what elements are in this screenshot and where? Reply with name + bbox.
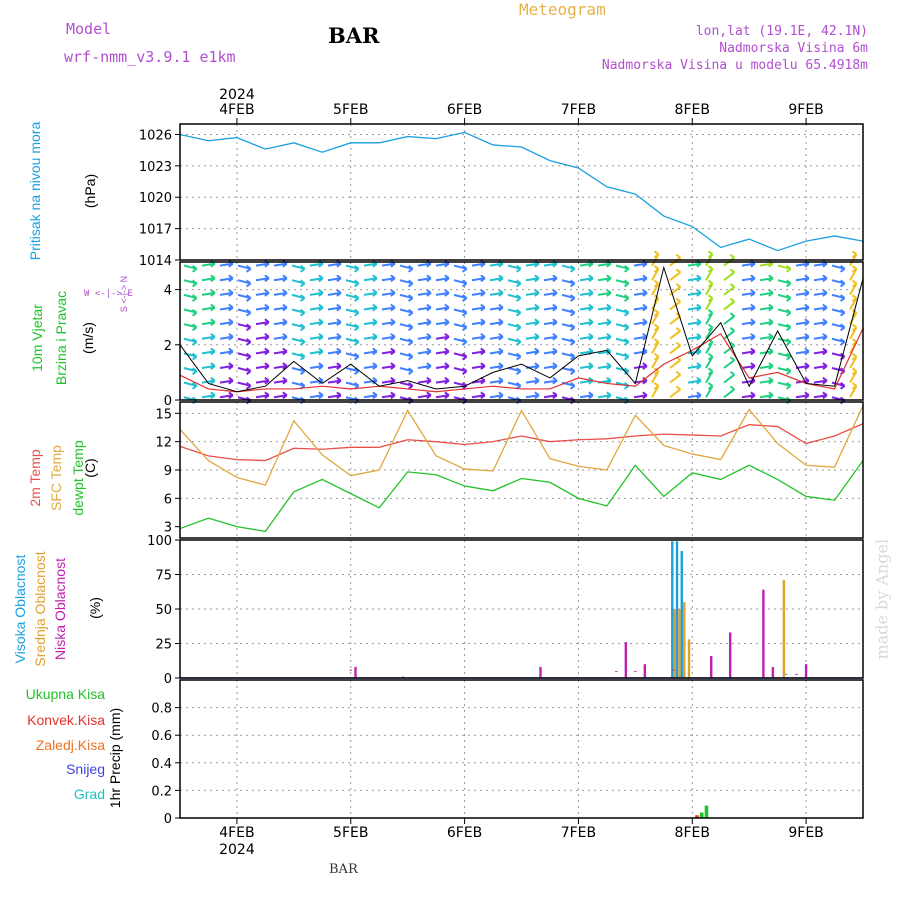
footer-station: BAR xyxy=(329,862,358,877)
cloud-bar xyxy=(672,669,675,671)
legend-snow: Snijeg xyxy=(66,761,105,777)
cloud-bar xyxy=(782,580,786,678)
bottom-day-label: 6FEB xyxy=(447,825,482,841)
cloud-bar xyxy=(675,541,679,678)
cloud-bar xyxy=(683,602,686,678)
cloud-bar xyxy=(804,664,808,678)
elevation-text: Nadmorska Visina 6m xyxy=(719,41,868,56)
bottom-year-label: 2024 xyxy=(219,842,255,858)
cloud-bar xyxy=(710,655,713,678)
cloud-ytick-label: 0 xyxy=(164,672,172,687)
cloud-bar xyxy=(673,609,676,678)
wind-speed-line xyxy=(179,265,864,393)
precip-bar xyxy=(699,812,704,818)
temperature-ytick-label: 12 xyxy=(155,436,172,451)
cloud-bar xyxy=(771,666,775,678)
t2m-line xyxy=(179,423,864,462)
pressure-ytick-label: 1026 xyxy=(139,128,172,143)
precip-bar xyxy=(704,805,709,818)
legend-freezing-rain: Zaledj.Kisa xyxy=(35,737,105,753)
cloud-bar xyxy=(728,632,732,678)
top-year-label: 2024 xyxy=(219,87,255,103)
pressure-ytick-label: 1020 xyxy=(139,191,172,206)
station-title: BAR xyxy=(328,23,380,48)
wind-ytick-label: 0 xyxy=(164,394,172,409)
temperature-ytick-label: 9 xyxy=(164,464,172,479)
temperature-frame xyxy=(179,401,864,539)
cloud-ytick-label: 25 xyxy=(155,638,172,653)
top-day-label: 4FEB xyxy=(219,102,254,118)
precip-ytick-label: 0.4 xyxy=(151,757,172,772)
precip-bar xyxy=(695,815,699,818)
coords-text: lon,lat (19.1E, 42.1N) xyxy=(695,24,868,39)
product-title: Meteogram xyxy=(519,0,606,19)
tsfc-line xyxy=(179,405,864,486)
pressure-frame xyxy=(179,123,864,261)
precip-ytick-label: 0 xyxy=(164,812,172,827)
cloud-bar xyxy=(624,642,628,678)
cloud-bar xyxy=(349,669,352,671)
cloud-bar xyxy=(678,609,681,678)
pressure-ytick-label: 1017 xyxy=(139,223,172,238)
model-elevation-text: Nadmorska Visina u modelu 65.4918m xyxy=(601,58,868,73)
wind-arrows xyxy=(183,250,858,405)
cloud-bar xyxy=(539,666,542,678)
precip-ytick-label: 0.2 xyxy=(151,784,172,799)
model-name: wrf-nmm_v3.9.1 e1km xyxy=(64,48,236,66)
bottom-day-label: 8FEB xyxy=(675,825,710,841)
cloud-bar xyxy=(615,671,618,673)
wind-ytick-label: 4 xyxy=(164,284,172,299)
pressure-ytick-label: 1014 xyxy=(139,254,172,269)
wind-gust-line xyxy=(179,327,864,393)
pressure-line xyxy=(179,131,864,252)
temperature-ytick-label: 6 xyxy=(164,492,172,507)
legend-total-rain: Ukupna Kisa xyxy=(25,686,105,702)
top-day-label: 6FEB xyxy=(447,102,482,118)
bottom-day-label: 9FEB xyxy=(788,825,823,841)
cloud-bar xyxy=(795,673,798,675)
legend-hail: Grad xyxy=(73,786,105,802)
cloud-ytick-label: 75 xyxy=(155,569,172,584)
cloud-bar xyxy=(643,664,647,678)
legend-conv-rain: Konvek.Kisa xyxy=(27,712,105,728)
cloud-bar xyxy=(634,671,637,673)
top-day-label: 7FEB xyxy=(561,102,596,118)
pressure-ytick-label: 1023 xyxy=(139,160,172,175)
wind-frame xyxy=(179,261,864,401)
cloud-bar xyxy=(687,639,691,678)
cloud-bar xyxy=(762,589,765,678)
dewpt-line xyxy=(179,460,864,533)
cloud-ytick-label: 50 xyxy=(155,603,172,618)
wind-compass-we: W <-|-> E xyxy=(84,289,133,299)
cloud-bar xyxy=(354,666,357,678)
precip-ytick-label: 0.8 xyxy=(151,702,172,717)
bottom-day-label: 5FEB xyxy=(333,825,368,841)
cloud-bar xyxy=(671,541,674,678)
bottom-day-label: 7FEB xyxy=(561,825,596,841)
temperature-ytick-label: 3 xyxy=(164,521,172,536)
cloud-bar xyxy=(784,673,788,675)
precip-frame xyxy=(179,679,864,819)
model-label: Model xyxy=(66,20,112,38)
cloud-bar xyxy=(401,676,405,678)
cloud-ytick-label: 100 xyxy=(147,534,172,549)
top-day-label: 8FEB xyxy=(675,102,710,118)
cloud-bar xyxy=(680,551,683,678)
top-day-label: 9FEB xyxy=(788,102,823,118)
top-day-label: 5FEB xyxy=(333,102,368,118)
wind-ytick-label: 2 xyxy=(164,339,172,354)
precip-ytick-label: 0.6 xyxy=(151,729,172,744)
bottom-day-label: 4FEB xyxy=(219,825,254,841)
temperature-ytick-label: 15 xyxy=(155,407,172,422)
cloud-frame xyxy=(179,539,864,679)
